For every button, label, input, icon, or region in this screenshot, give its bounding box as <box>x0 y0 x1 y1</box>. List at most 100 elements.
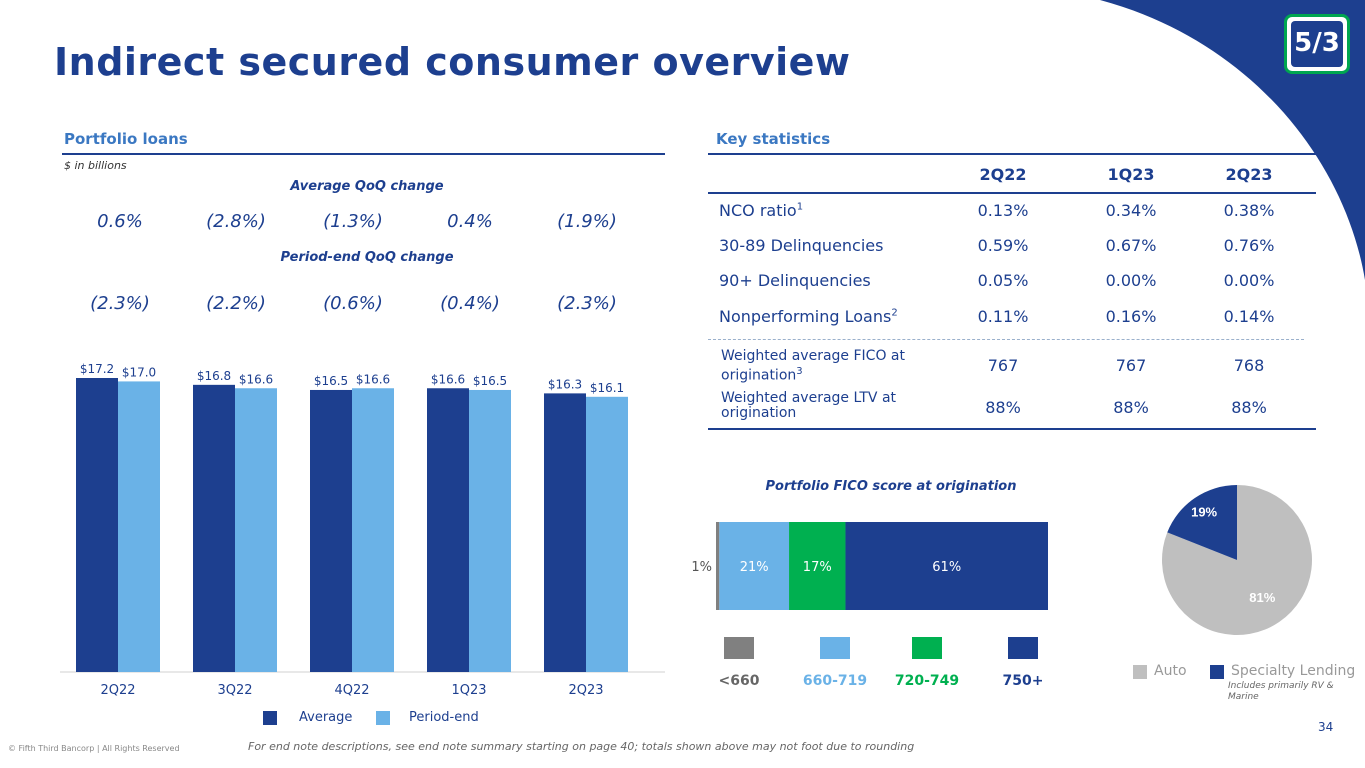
key-stats-value: 0.34% <box>1105 201 1157 220</box>
fico-legend-label: <660 <box>719 673 760 689</box>
copyright: © Fifth Third Bancorp | All Rights Reser… <box>8 744 180 753</box>
legend-period-end-swatch <box>376 711 390 725</box>
avg-qoq-value: (1.9%) <box>557 211 617 232</box>
key-stats-value: 0.00% <box>1105 271 1157 290</box>
key-stats-heading: Key statistics <box>716 130 831 148</box>
footnote-marker: 3 <box>796 366 803 377</box>
key-stats-value: 767 <box>1115 356 1147 375</box>
bar-average <box>544 393 586 672</box>
legend-average-label: Average <box>299 710 353 725</box>
bar-value-label: $16.6 <box>356 372 390 386</box>
loan-mix-pie-chart: 81% 19% <box>1162 485 1312 635</box>
pie-legend-note: Includes primarily RV & Marine <box>1228 681 1334 702</box>
key-stats-row-label: 90+ Delinquencies <box>719 271 871 290</box>
bar-average <box>310 389 352 672</box>
fico-segment-0 <box>716 522 720 610</box>
avg-qoq-value: (2.8%) <box>206 211 266 232</box>
key-stats-value: 0.14% <box>1223 307 1275 326</box>
x-tick-label: 2Q22 <box>100 683 135 698</box>
portfolio-heading: Portfolio loans <box>64 130 188 148</box>
units-label: $ in billions <box>64 159 127 172</box>
fico-score-chart: 1% 21% 17% 61% <660 660-719 720-749 750+ <box>691 522 1048 689</box>
fico-legend-swatch <box>724 637 754 659</box>
key-stats-row-label: Weighted average FICO at origination3 <box>721 348 905 384</box>
key-stats-value: 767 <box>987 356 1019 375</box>
bar-value-label: $16.1 <box>590 381 624 395</box>
bar-period-end <box>352 388 394 672</box>
key-stats-value: 88% <box>985 398 1021 417</box>
portfolio-loans-chart: $17.2 $17.0 2Q22 $16.8 $16.6 3Q22 $16.5 $16.6 4Q… <box>60 362 665 698</box>
avg-qoq-value: 0.6% <box>97 211 143 232</box>
portfolio-rule <box>62 153 665 155</box>
key-stats-bottom-rule <box>708 428 1316 430</box>
key-stats-header-rule <box>708 192 1316 194</box>
fifth-third-logo: 5/3 <box>1284 14 1350 74</box>
key-stats-value: 88% <box>1231 398 1267 417</box>
key-stats-dashed-rule <box>708 339 1304 340</box>
fico-segment-label: 21% <box>740 560 769 575</box>
key-stats-value: 0.11% <box>977 307 1029 326</box>
bar-value-label: $16.5 <box>314 374 348 388</box>
bar-average <box>76 378 118 672</box>
key-stats-value: 88% <box>1113 398 1149 417</box>
fico-legend-label: 720-749 <box>895 673 959 689</box>
key-stats-top-rule <box>708 153 1316 155</box>
pie-slice-specialty-lending <box>1167 485 1237 560</box>
key-stats-value: 0.67% <box>1105 236 1157 255</box>
avg-qoq-value: (1.3%) <box>323 211 383 232</box>
key-stats-row-label: NCO ratio1 <box>719 201 804 220</box>
key-stats-col-header: 2Q22 <box>979 165 1027 184</box>
pe-qoq-value: (2.3%) <box>90 293 150 314</box>
fico-segment-label: 17% <box>803 560 832 575</box>
avg-qoq-heading: Average QoQ change <box>290 179 444 194</box>
legend-period-end-label: Period-end <box>409 710 479 725</box>
footnote-marker: 1 <box>796 201 804 213</box>
fico-segment-label: 1% <box>691 560 712 575</box>
key-stats-row-label: Weighted average LTV at origination <box>721 390 897 421</box>
bar-value-label: $16.5 <box>473 374 507 388</box>
bar-period-end <box>586 396 628 672</box>
key-stats-col-header: 2Q23 <box>1225 165 1273 184</box>
key-stats-value: 0.59% <box>977 236 1029 255</box>
bar-value-label: $16.8 <box>197 369 231 383</box>
pe-qoq-value: (0.6%) <box>323 293 383 314</box>
footnote: For end note descriptions, see end note … <box>248 740 915 753</box>
bar-value-label: $17.0 <box>122 365 156 379</box>
fico-legend-label: 750+ <box>1003 673 1044 689</box>
page-number: 34 <box>1318 720 1334 734</box>
pie-legend-specialty-swatch <box>1210 665 1224 679</box>
legend-average-swatch <box>263 711 277 725</box>
pe-qoq-value: (2.2%) <box>206 293 266 314</box>
page-title: Indirect secured consumer overview <box>54 40 851 84</box>
fico-legend-swatch <box>912 637 942 659</box>
pie-legend-auto-label: Auto <box>1154 663 1187 679</box>
key-stats-value: 0.05% <box>977 271 1029 290</box>
bar-period-end <box>118 381 160 672</box>
key-stats-col-header: 1Q23 <box>1107 165 1155 184</box>
key-stats-row-label: Nonperforming Loans2 <box>719 307 898 326</box>
pie-slice-label: 81% <box>1249 590 1275 605</box>
fico-legend-swatch <box>1008 637 1038 659</box>
fico-legend-swatch <box>820 637 850 659</box>
bar-value-label: $16.6 <box>239 372 273 386</box>
key-stats-value: 768 <box>1233 356 1265 375</box>
x-tick-label: 3Q22 <box>217 683 252 698</box>
bar-period-end <box>469 389 511 672</box>
fico-legend-label: 660-719 <box>803 673 867 689</box>
fico-chart-title: Portfolio FICO score at origination <box>765 479 1017 494</box>
key-stats-value: 0.16% <box>1105 307 1157 326</box>
bar-value-label: $16.3 <box>548 377 582 391</box>
key-stats-row-label: 30-89 Delinquencies <box>719 236 884 255</box>
pe-qoq-value: (2.3%) <box>557 293 617 314</box>
pie-legend-specialty-label: Specialty Lending <box>1231 663 1356 679</box>
avg-qoq-value: 0.4% <box>447 211 493 232</box>
pie-slice-label: 19% <box>1191 505 1217 520</box>
bar-period-end <box>235 388 277 672</box>
key-stats-value: 0.13% <box>977 201 1029 220</box>
x-tick-label: 1Q23 <box>451 683 486 698</box>
bar-average <box>193 384 235 672</box>
fico-segment-label: 61% <box>932 560 961 575</box>
key-stats-value: 0.76% <box>1223 236 1275 255</box>
key-stats-value: 0.00% <box>1223 271 1275 290</box>
fico-segment-3 <box>845 522 1048 610</box>
